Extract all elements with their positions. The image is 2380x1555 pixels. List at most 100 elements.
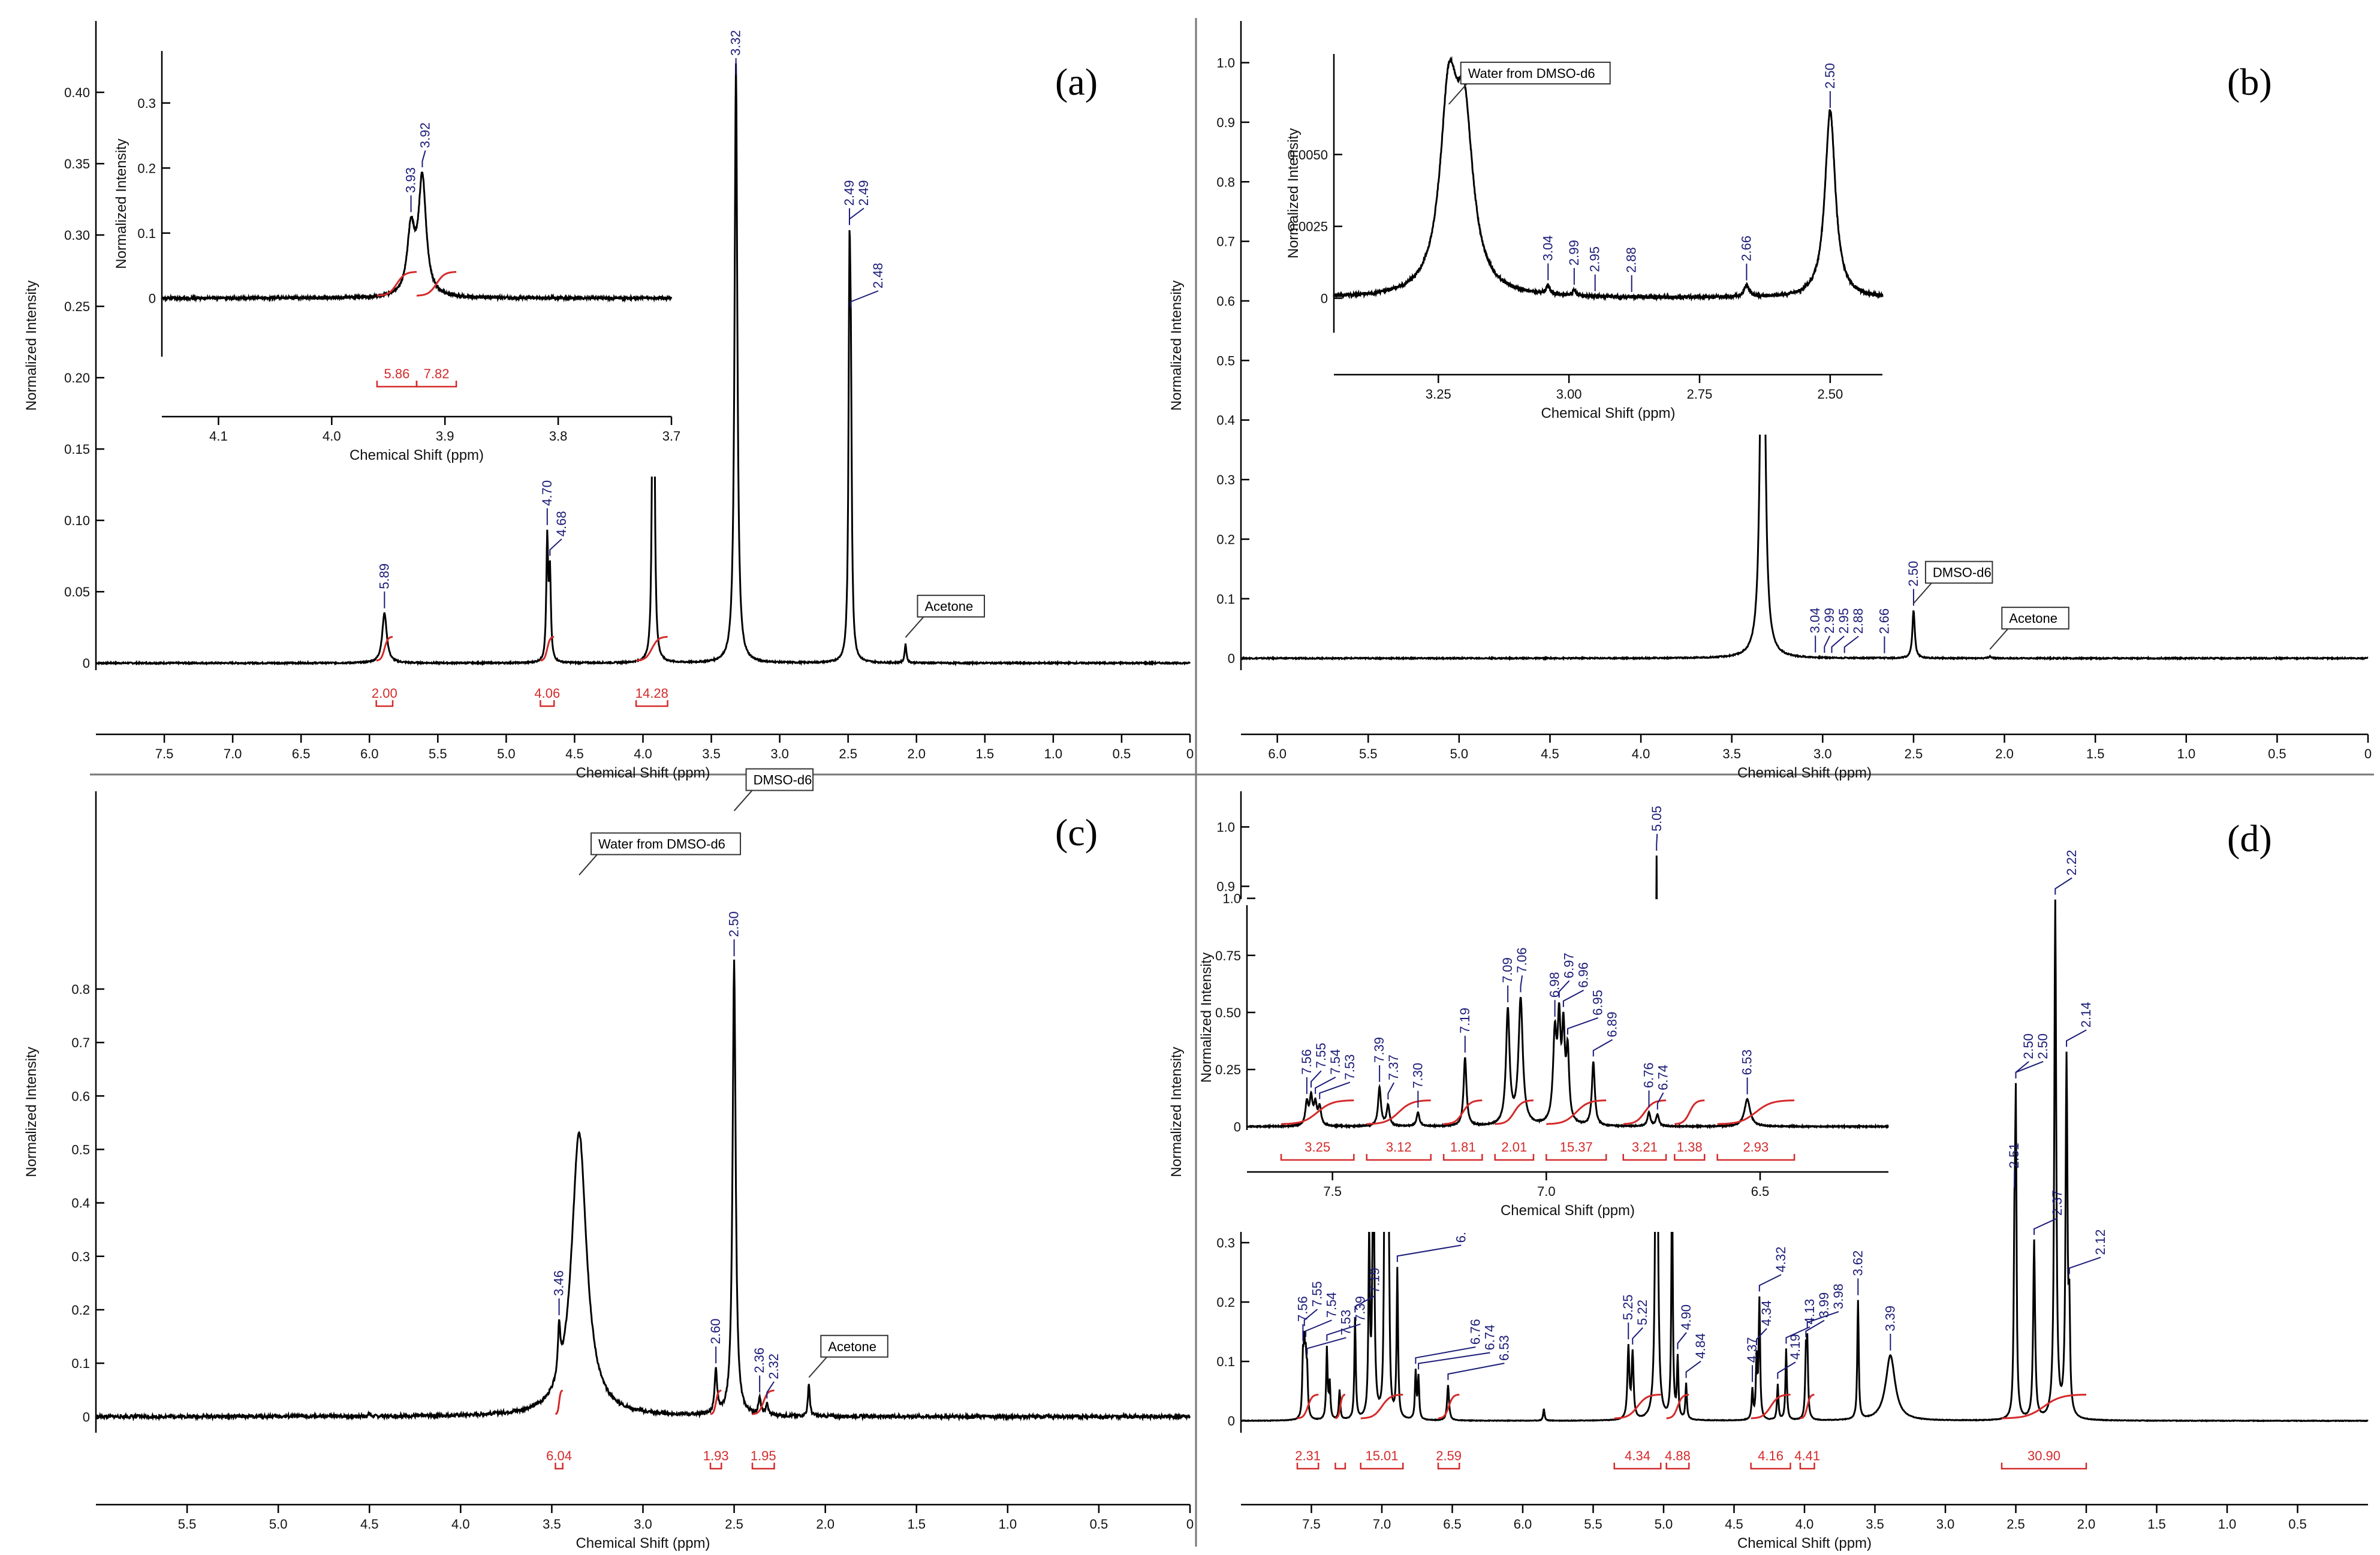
panel-label: (d) (2227, 817, 2272, 860)
integral-label: 6.04 (546, 1448, 572, 1463)
x-tick-label: 2.0 (816, 1517, 834, 1532)
peak-leader (1656, 834, 1657, 851)
peak-label: 2.50 (727, 911, 742, 937)
x-tick-label: 6.5 (292, 746, 311, 761)
y-tick-label: 0.3 (1216, 472, 1235, 487)
x-axis-title: Chemical Shift (ppm) (1541, 405, 1675, 421)
peak-label: 2.14 (2078, 1002, 2093, 1027)
y-tick-label: 0.10 (64, 513, 90, 528)
annotation-label: Acetone (828, 1339, 876, 1354)
peak-label: 2.50 (1822, 63, 1837, 89)
y-tick-label: 1.0 (1222, 891, 1241, 906)
x-tick-label: 6.0 (360, 746, 379, 761)
peak-label: 2.66 (1876, 608, 1891, 634)
annotation-label: Water from DMSO-d6 (598, 837, 725, 852)
x-tick-label: 2.0 (907, 746, 926, 761)
integral-label: 2.00 (372, 686, 397, 701)
integral-label: 4.34 (1625, 1448, 1650, 1463)
x-tick-label: 4.5 (1725, 1517, 1743, 1532)
y-tick-label: 0.8 (71, 982, 90, 997)
peak-label: 3.46 (552, 1270, 567, 1296)
peak-label: 2.36 (752, 1348, 767, 1373)
peak-label: 2.95 (1836, 608, 1851, 634)
integral-label: 5.86 (384, 366, 410, 381)
y-tick-label: 0.5 (1216, 353, 1235, 368)
panel-label: (c) (1055, 811, 1098, 854)
y-tick-label: 0.2 (137, 161, 156, 176)
y-axis-title: Normalized Intensity (1198, 953, 1215, 1083)
integral-label: 4.16 (1758, 1448, 1784, 1463)
y-tick-label: 0 (149, 291, 156, 306)
x-tick-label: 1.0 (2218, 1517, 2237, 1532)
peak-label: 2.95 (1587, 246, 1602, 272)
peak-label: 6.53 (1496, 1335, 1511, 1361)
y-tick-label: 0.2 (1216, 532, 1235, 547)
x-tick-label: 2.5 (2007, 1517, 2025, 1532)
y-tick-label: 0.1 (1216, 592, 1235, 607)
integral-label: 1.38 (1677, 1140, 1703, 1155)
peak-label: 6.53 (1740, 1050, 1755, 1075)
y-axis-title: Normalized Intensity (23, 281, 40, 411)
x-tick-label: 5.5 (1584, 1517, 1602, 1532)
annotation-label: Water from DMSO-d6 (1468, 66, 1595, 81)
x-tick-label: 4.0 (451, 1517, 470, 1532)
peak-label: 2.22 (2064, 850, 2079, 876)
integral-label: 15.01 (1365, 1448, 1398, 1463)
y-tick-label: 0.7 (1216, 234, 1235, 249)
integral-label: 1.95 (751, 1448, 776, 1463)
peak-label: 2.37 (2050, 1190, 2065, 1216)
x-tick-label: 4.0 (1795, 1517, 1814, 1532)
peak-label: 3.99 (1816, 1292, 1831, 1318)
y-tick-label: 0.1 (137, 226, 156, 241)
peak-label: 4.68 (554, 511, 569, 537)
y-tick-label: 0.25 (64, 299, 90, 314)
peak-label: 3.39 (1882, 1306, 1897, 1331)
y-tick-label: 0 (1228, 1414, 1235, 1429)
peak-label: 3.62 (1850, 1250, 1865, 1276)
x-tick-label: 1.5 (2086, 746, 2105, 761)
x-tick-label: 5.5 (429, 746, 447, 761)
peak-label: 7.09 (1500, 957, 1515, 983)
x-tick-label: 2.5 (725, 1517, 743, 1532)
panel-label: (a) (1055, 61, 1098, 103)
x-tick-label: 0.5 (1113, 746, 1131, 761)
x-tick-label: 3.00 (1556, 387, 1582, 402)
x-tick-label: 3.0 (634, 1517, 652, 1532)
x-tick-label: 4.5 (360, 1517, 379, 1532)
peak-label: 2.88 (1851, 608, 1866, 634)
x-tick-label: 4.0 (323, 429, 341, 444)
peak-label: 2.99 (1822, 608, 1837, 634)
x-tick-label: 0.5 (2288, 1517, 2307, 1532)
inset-b: 00.00250.00503.25 3.00 2.75 2.50Chemical Sh… (1285, 48, 1894, 435)
x-tick-label: 2.5 (1905, 746, 1923, 761)
peak-label: 7.56 (1295, 1296, 1310, 1322)
x-axis-title: Chemical Shift (ppm) (576, 765, 710, 781)
nmr-figure: 00.050.100.150.200.250.300.350.407.5 7.0 6… (0, 0, 2380, 1555)
peak-label: 6.97 (1562, 953, 1577, 978)
x-tick-label: 2.0 (2077, 1517, 2096, 1532)
peak-label: 3.32 (728, 30, 743, 56)
y-axis-title: Normalized Intensity (113, 138, 129, 269)
peak-label: 2.66 (1739, 236, 1754, 261)
inset-background (1286, 48, 1894, 435)
peak-label: 2.48 (870, 263, 885, 288)
peak-label: 4.84 (1693, 1333, 1708, 1359)
x-tick-label: 0.5 (2268, 746, 2286, 761)
integral-label: 1.81 (1450, 1140, 1476, 1155)
peak-label: 2.49 (842, 180, 857, 206)
x-tick-label: 2.50 (1817, 387, 1843, 402)
x-tick-label: 5.0 (1450, 746, 1469, 761)
peak-label: 4.19 (1788, 1334, 1803, 1360)
x-tick-label: 5.5 (1359, 746, 1378, 761)
peak-label: 6.74 (1482, 1325, 1497, 1351)
x-tick-label: 7.0 (224, 746, 242, 761)
peak-label: 7.39 (1372, 1037, 1387, 1063)
x-tick-label: 5.0 (1655, 1517, 1673, 1532)
peak-label: 6.74 (1656, 1065, 1671, 1090)
y-tick-label: 0.30 (64, 228, 90, 243)
x-tick-label: 4.1 (209, 429, 228, 444)
integral-label: 3.12 (1386, 1140, 1412, 1155)
x-tick-label: 6.5 (1751, 1184, 1770, 1199)
x-tick-label: 3.0 (770, 746, 789, 761)
peak-label: 7.55 (1309, 1281, 1324, 1307)
